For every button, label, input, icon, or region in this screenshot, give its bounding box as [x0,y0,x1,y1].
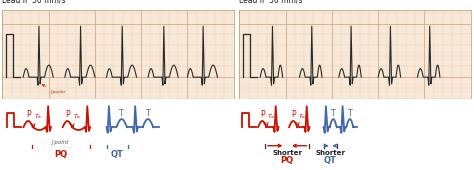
Text: P: P [291,110,295,119]
Text: PQ: PQ [54,150,67,159]
Text: $T_a$: $T_a$ [267,113,275,121]
Text: Lead II  50 mm/s: Lead II 50 mm/s [2,0,66,5]
Text: Lead II  50 mm/s: Lead II 50 mm/s [239,0,303,5]
Text: QT: QT [324,156,337,165]
Text: J point: J point [52,140,69,144]
Text: P: P [260,110,264,119]
Text: P: P [26,110,30,119]
Text: Shorter: Shorter [316,150,346,156]
Text: PQ: PQ [281,156,294,165]
Text: $T_a$: $T_a$ [73,113,81,121]
Text: P: P [65,110,70,119]
Text: J punkt: J punkt [42,84,66,94]
Text: T: T [347,109,352,118]
Text: $T_a$: $T_a$ [298,113,306,121]
Text: T: T [331,109,336,118]
Text: QT: QT [111,150,124,159]
Text: T: T [146,109,150,118]
Text: T: T [119,109,124,118]
Text: $T_a$: $T_a$ [34,113,42,121]
Text: Shorter: Shorter [272,150,302,156]
